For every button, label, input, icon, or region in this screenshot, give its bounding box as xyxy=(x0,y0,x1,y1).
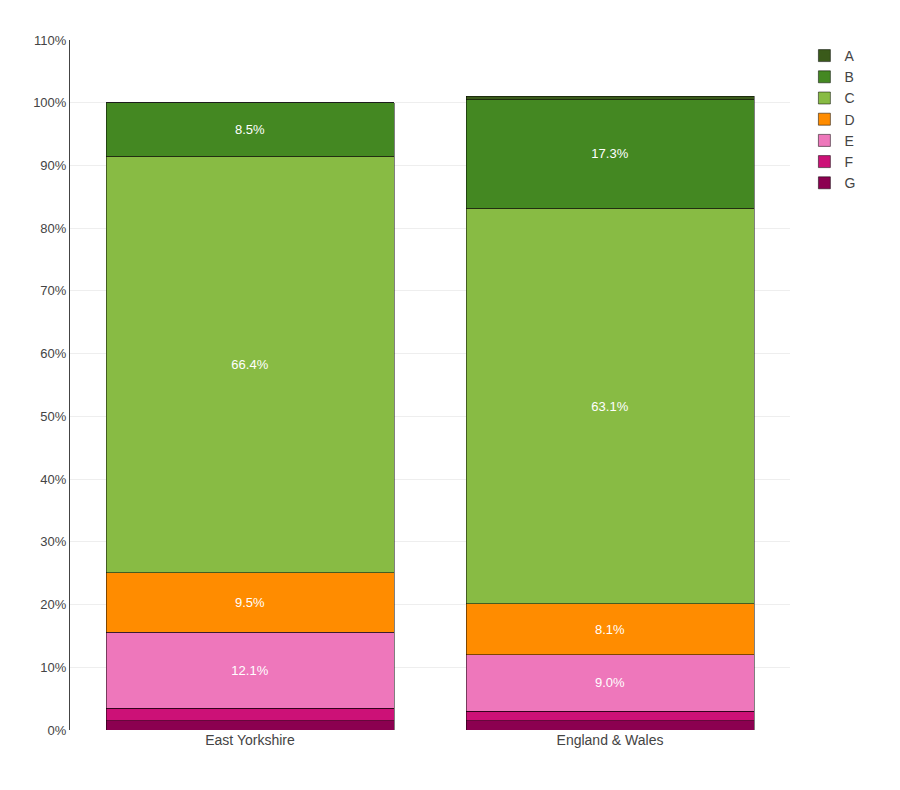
svg-text:10%: 10% xyxy=(40,660,66,675)
svg-text:E: E xyxy=(844,133,853,149)
svg-text:0%: 0% xyxy=(48,723,67,738)
svg-text:East Yorkshire: East Yorkshire xyxy=(205,732,295,748)
svg-text:60%: 60% xyxy=(40,346,66,361)
svg-text:20%: 20% xyxy=(40,597,66,612)
svg-text:80%: 80% xyxy=(40,221,66,236)
svg-text:50%: 50% xyxy=(40,409,66,424)
svg-text:8.1%: 8.1% xyxy=(595,622,625,637)
svg-text:12.1%: 12.1% xyxy=(231,663,268,678)
svg-text:G: G xyxy=(844,175,855,191)
svg-text:17.3%: 17.3% xyxy=(591,146,628,161)
svg-text:30%: 30% xyxy=(40,534,66,549)
svg-text:A: A xyxy=(844,48,854,64)
svg-text:D: D xyxy=(844,112,854,128)
svg-text:90%: 90% xyxy=(40,158,66,173)
svg-text:70%: 70% xyxy=(40,283,66,298)
svg-text:66.4%: 66.4% xyxy=(231,357,268,372)
svg-text:F: F xyxy=(844,154,853,170)
svg-text:40%: 40% xyxy=(40,472,66,487)
svg-text:63.1%: 63.1% xyxy=(591,399,628,414)
svg-text:England & Wales: England & Wales xyxy=(557,732,664,748)
svg-text:9.5%: 9.5% xyxy=(235,595,265,610)
svg-text:C: C xyxy=(844,90,854,106)
svg-text:9.0%: 9.0% xyxy=(595,675,625,690)
svg-text:110%: 110% xyxy=(34,33,67,48)
svg-text:100%: 100% xyxy=(33,95,67,110)
svg-text:8.5%: 8.5% xyxy=(235,122,265,137)
svg-text:B: B xyxy=(844,69,853,85)
